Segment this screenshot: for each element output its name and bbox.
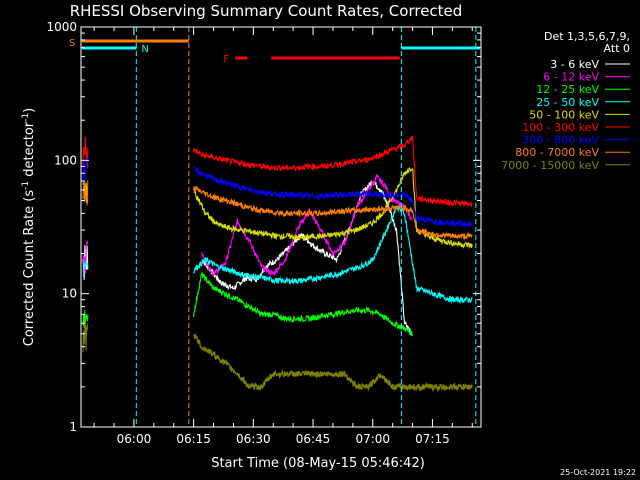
series-line-8: [193, 332, 473, 393]
series-line-0: [201, 180, 413, 336]
chart-title: RHESSI Observing Summary Count Rates, Co…: [70, 2, 463, 20]
y-axis-label: Corrected Count Rate (s-1 detector-1): [21, 108, 37, 346]
flag-label-F: F: [223, 54, 229, 65]
series-early-3: [82, 260, 89, 277]
series-line-7: [193, 185, 473, 241]
series-line-5: [193, 135, 473, 208]
flags-layer: S N F: [69, 27, 480, 427]
axes-layer: 1 10 100 1000 06:00 06:15 06:30 06:45 07:00 07:15: [46, 20, 481, 446]
series-early-7: [82, 180, 89, 206]
series-line-4: [193, 166, 473, 250]
series-early-6: [82, 157, 89, 184]
legend-label-8: 7000 - 15000 keV: [501, 159, 599, 172]
x-tick-label-3: 06:45: [296, 432, 331, 446]
legend-label-0: 3 - 6 keV: [550, 58, 599, 71]
legend-label-7: 800 - 7000 keV: [515, 146, 599, 159]
legend-label-1: 6 - 12 keV: [543, 71, 599, 84]
x-tick-label-2: 06:30: [236, 432, 271, 446]
y-tick-label-1: 10: [62, 287, 77, 301]
legend-header-1: Det 1,3,5,6,7,9,: [544, 30, 630, 43]
legend-label-5: 100 - 300 keV: [522, 121, 599, 134]
series-early-5: [82, 136, 89, 169]
series-layer: [82, 135, 473, 393]
series-line-6: [193, 166, 473, 228]
y-tick-label-0: 1: [69, 420, 77, 434]
y-tick-label-3: 1000: [46, 20, 77, 34]
x-axis-label: Start Time (08-May-15 05:46:42): [211, 456, 425, 471]
series-line-2: [193, 272, 413, 336]
series-early-8: [82, 321, 89, 353]
series-line-3: [193, 205, 473, 305]
x-tick-label-0: 06:00: [117, 432, 152, 446]
plot-frame: [80, 26, 482, 428]
timestamp: 25-Oct-2021 19:22: [560, 468, 636, 477]
flag-label-N: N: [141, 44, 148, 55]
x-tick-label-4: 07:00: [355, 432, 390, 446]
flag-label-S: S: [69, 38, 75, 49]
legend-header-2: Att 0: [604, 42, 630, 55]
legend-label-4: 50 - 100 keV: [529, 108, 599, 121]
legend-label-3: 25 - 50 keV: [536, 96, 599, 109]
y-tick-label-2: 100: [54, 153, 77, 167]
x-tick-label-1: 06:15: [176, 432, 211, 446]
series-line-1: [201, 173, 413, 278]
x-tick-label-5: 07:15: [415, 432, 450, 446]
series-early-1: [82, 240, 89, 274]
legend-label-6: 300 - 800 keV: [522, 134, 599, 147]
legend-label-2: 12 - 25 keV: [536, 83, 599, 96]
